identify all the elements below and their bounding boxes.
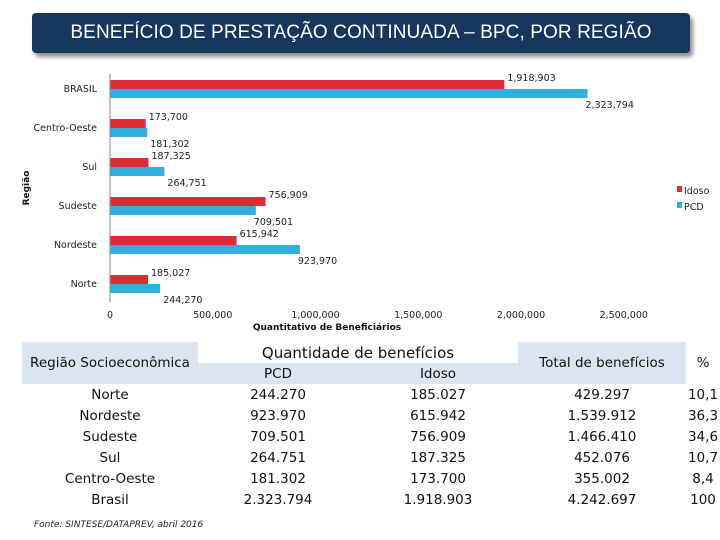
legend-label: Idoso	[684, 186, 710, 197]
bar-pcd	[110, 89, 588, 98]
header-quantity: Quantidade de benefícios	[261, 343, 455, 362]
bar-idoso	[110, 236, 237, 245]
bar-idoso	[110, 158, 149, 167]
data-label: 615,942	[240, 229, 279, 240]
cell-region: Nordeste	[79, 407, 141, 424]
cell-pcd: 709.501	[250, 428, 306, 445]
table-row: Centro-Oeste 181.302 173.700 355.002 8,4	[22, 468, 720, 489]
x-axis-title: Quantitativo de Beneficiários	[253, 323, 401, 333]
data-label: 923,970	[298, 256, 337, 267]
x-tick-label: 1,000,000	[291, 310, 339, 321]
cell-pct: 34,6	[687, 428, 719, 445]
cell-region: Norte	[91, 386, 129, 403]
cell-idoso: 615.942	[410, 407, 466, 424]
y-tick-label: Centro-Oeste	[34, 123, 98, 134]
table-header-row: Região Socioeconômica Quantidade de bene…	[22, 342, 720, 384]
header-region: Região Socioeconômica	[22, 342, 198, 384]
cell-total: 355.002	[574, 470, 630, 487]
data-label: 181,302	[150, 139, 189, 150]
legend-swatch-pcd	[677, 202, 682, 208]
cell-pct: 8,4	[692, 470, 714, 487]
benefits-table: Região Socioeconômica Quantidade de bene…	[22, 342, 720, 510]
table-row: Sudeste 709.501 756.909 1.466.410 34,6	[22, 426, 720, 447]
bar-idoso	[110, 119, 146, 128]
header-pcd: PCD	[198, 363, 358, 384]
cell-total: 1.466.410	[567, 428, 637, 445]
data-label: 187,325	[151, 151, 190, 162]
data-label: 185,027	[151, 268, 190, 279]
x-tick-labels: 0 500,000 1,000,000 1,500,000 2,000,000 2,500…	[107, 310, 648, 321]
y-axis-title: Região	[22, 171, 32, 206]
cell-pcd: 181.302	[250, 470, 306, 487]
cell-idoso: 1.918.903	[403, 491, 473, 508]
bar-pcd	[110, 284, 161, 293]
cell-region: Brasil	[91, 491, 129, 508]
source-note: Fonte: SINTESE/DATAPREV, abril 2016	[34, 520, 204, 530]
legend-swatch-idoso	[677, 186, 682, 192]
cell-pcd: 244.270	[250, 386, 306, 403]
x-tick-label: 2,000,000	[497, 310, 545, 321]
cell-idoso: 187.325	[410, 449, 466, 466]
cell-pcd: 923.970	[250, 407, 306, 424]
header-total: Total de benefícios	[518, 342, 686, 384]
cell-pct: 36,3	[687, 407, 719, 424]
header-idoso: Idoso	[358, 363, 518, 384]
table-row: Brasil 2.323.794 1.918.903 4.242.697 100	[22, 489, 720, 510]
data-label: 244,270	[163, 295, 202, 306]
legend: Idoso PCD	[677, 186, 710, 213]
page-title: BENEFÍCIO DE PRESTAÇÃO CONTINUADA – BPC,…	[32, 13, 690, 53]
data-label: 1,918,903	[507, 73, 555, 84]
cell-idoso: 173.700	[410, 470, 466, 487]
bar-pcd	[110, 206, 256, 215]
cell-region: Centro-Oeste	[64, 470, 156, 487]
cell-region: Sul	[99, 449, 121, 466]
table-row: Norte 244.270 185.027 429.297 10,1	[22, 384, 720, 405]
y-tick-label: Sul	[82, 162, 97, 173]
cell-total: 429.297	[574, 386, 630, 403]
cell-region: Sudeste	[82, 428, 138, 445]
bpc-bar-chart: BRASIL Centro-Oeste Sul Sudeste Nordeste Nort…	[22, 73, 710, 333]
table-subheader-row: PCD Idoso	[22, 363, 720, 384]
data-label: 2,323,794	[586, 100, 634, 111]
bars-group	[110, 80, 588, 293]
cell-idoso: 756.909	[410, 428, 466, 445]
table-body: Norte 244.270 185.027 429.297 10,1 Nordeste 92…	[22, 384, 720, 510]
cell-total: 452.076	[574, 449, 630, 466]
x-tick-label: 500,000	[193, 310, 232, 321]
bar-idoso	[110, 197, 266, 206]
header-percent: %	[696, 355, 710, 371]
y-tick-label: BRASIL	[64, 84, 98, 95]
data-label: 756,909	[269, 190, 308, 201]
data-label: 264,751	[167, 178, 206, 189]
y-tick-label: Norte	[71, 279, 98, 290]
y-tick-label: Sudeste	[59, 201, 98, 212]
legend-label: PCD	[684, 202, 704, 213]
x-tick-label: 2,500,000	[600, 310, 648, 321]
bar-pcd	[110, 128, 148, 137]
y-tick-label: Nordeste	[54, 240, 97, 251]
cell-total: 1.539.912	[567, 407, 637, 424]
cell-total: 4.242.697	[567, 491, 637, 508]
cell-pct: 100	[690, 491, 716, 508]
cell-pcd: 264.751	[250, 449, 306, 466]
table-row: Nordeste 923.970 615.942 1.539.912 36,3	[22, 405, 720, 426]
data-label: 173,700	[149, 112, 188, 123]
x-tick-label: 1,500,000	[394, 310, 442, 321]
cell-pcd: 2.323.794	[243, 491, 313, 508]
cell-idoso: 185.027	[410, 386, 466, 403]
bar-idoso	[110, 80, 505, 89]
cell-pct: 10,1	[687, 386, 719, 403]
y-tick-labels: BRASIL Centro-Oeste Sul Sudeste Nordeste Nort…	[34, 84, 98, 290]
bar-pcd	[110, 167, 165, 176]
data-label: 709,501	[254, 217, 293, 228]
bar-pcd	[110, 245, 300, 254]
table-row: Sul 264.751 187.325 452.076 10,7	[22, 447, 720, 468]
cell-pct: 10,7	[687, 449, 719, 466]
x-tick-label: 0	[107, 310, 113, 321]
bar-idoso	[110, 275, 149, 284]
